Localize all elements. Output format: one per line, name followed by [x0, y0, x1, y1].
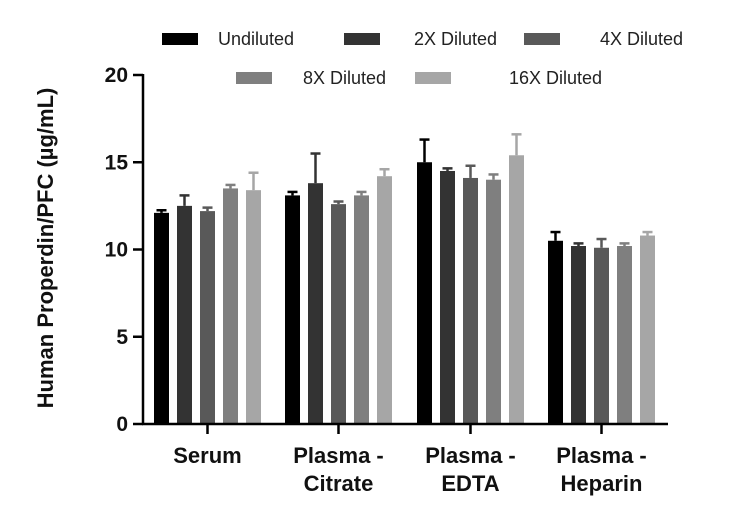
bars [154, 133, 655, 424]
legend-label: 8X Diluted [303, 68, 386, 88]
legend-label: 2X Diluted [414, 29, 497, 49]
legend: Undiluted 2X Diluted 4X Diluted 8X Diluted 1… [162, 29, 683, 88]
bar [354, 195, 369, 424]
x-category-label: Citrate [304, 471, 374, 496]
bar [617, 246, 632, 424]
legend-swatch [162, 33, 198, 45]
bar [331, 204, 346, 424]
bar [246, 190, 261, 424]
legend-swatch [236, 72, 272, 84]
bar [285, 195, 300, 424]
y-tick-label: 20 [105, 64, 128, 87]
x-category-label: Plasma - [556, 443, 647, 468]
y-tick-label: 0 [116, 413, 128, 436]
bar [417, 162, 432, 424]
bar [548, 240, 563, 424]
legend-label: Undiluted [218, 29, 294, 49]
x-category-label: Plasma - [293, 443, 384, 468]
y-tick-label: 10 [105, 239, 128, 262]
legend-swatch [524, 33, 560, 45]
bar [640, 235, 655, 424]
x-axis: Serum Plasma - Citrate Plasma - EDTA Plasma -… [142, 422, 668, 496]
y-tick-label: 5 [116, 326, 128, 349]
x-category-label: Plasma - [425, 443, 516, 468]
bar [571, 246, 586, 424]
bar [377, 176, 392, 424]
legend-label: 4X Diluted [600, 29, 683, 49]
legend-swatch [344, 33, 380, 45]
bar [509, 155, 524, 424]
bar [177, 205, 192, 424]
legend-swatch [415, 72, 451, 84]
bar [486, 179, 501, 424]
x-category-label: EDTA [441, 471, 499, 496]
bar [463, 177, 478, 424]
y-tick-label: 15 [105, 151, 129, 174]
bar [440, 170, 455, 424]
bar [200, 211, 215, 424]
legend-label: 16X Diluted [509, 68, 602, 88]
y-axis-label: Human Properdin/PFC (µg/mL) [33, 88, 58, 409]
bar [154, 212, 169, 424]
bar [594, 247, 609, 424]
x-category-label: Serum [173, 443, 241, 468]
x-category-label: Heparin [561, 471, 643, 496]
bar [223, 188, 238, 424]
y-axis: 0 5 10 15 20 [105, 64, 145, 436]
bar [308, 183, 323, 424]
